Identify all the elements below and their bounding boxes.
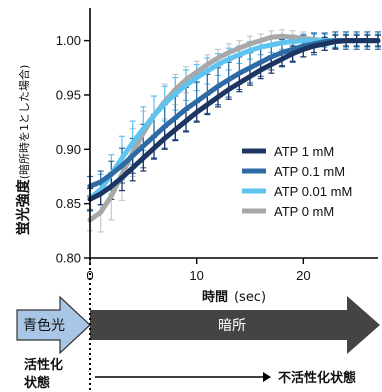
inactive-arrow-head (263, 372, 271, 382)
legend: ATP 1 mM ATP 0.1 mM ATP 0.01 mM ATP 0 mM (242, 144, 352, 219)
active-state-line1: 活性化 (24, 357, 63, 373)
x-tick-label: 10 (189, 268, 203, 283)
x-tick-label: 0 (86, 268, 93, 283)
x-axis-title-main: 時間 (202, 289, 228, 305)
series-line-atp-1-mm (87, 38, 381, 202)
y-tick-label: 0.95 (56, 87, 81, 102)
y-tick-label: 0.80 (56, 251, 81, 266)
blue-light-arrow (16, 295, 91, 355)
y-tick-label: 0.90 (56, 142, 81, 157)
y-axis-title: 蛍光強度(暗所時を1とした場合) (15, 65, 32, 236)
y-tick-label: 1.00 (56, 33, 81, 48)
y-tick-label: 0.85 (56, 196, 81, 211)
active-state-line2: 状態 (24, 375, 50, 391)
dark-label: 暗所 (218, 318, 246, 334)
x-tick-label: 20 (296, 268, 310, 283)
dark-arrow (90, 296, 380, 354)
x-axis-title: 時間 (sec) (202, 289, 266, 305)
error-bars (87, 29, 381, 233)
y-ticks: 0.80 0.85 0.90 0.95 1.00 (56, 33, 90, 266)
y-axis-title-main: 蛍光強度 (15, 178, 32, 235)
legend-label: ATP 1 mM (274, 144, 334, 159)
legend-label: ATP 0.1 mM (274, 164, 345, 179)
inactive-state-label: 不活性化状態 (278, 370, 356, 386)
y-axis-title-sub: (暗所時を1とした場合) (17, 65, 31, 180)
legend-label: ATP 0 mM (274, 204, 334, 219)
x-axis-title-unit: (sec) (234, 290, 266, 305)
series-lines (87, 33, 381, 223)
blue-light-label: 青色光 (23, 317, 65, 334)
legend-label: ATP 0.01 mM (274, 184, 352, 199)
active-state-label: 活性化 状態 (24, 357, 68, 391)
error-bars-atp-0-mm (87, 29, 381, 233)
x-ticks: 0 10 20 (86, 258, 311, 283)
